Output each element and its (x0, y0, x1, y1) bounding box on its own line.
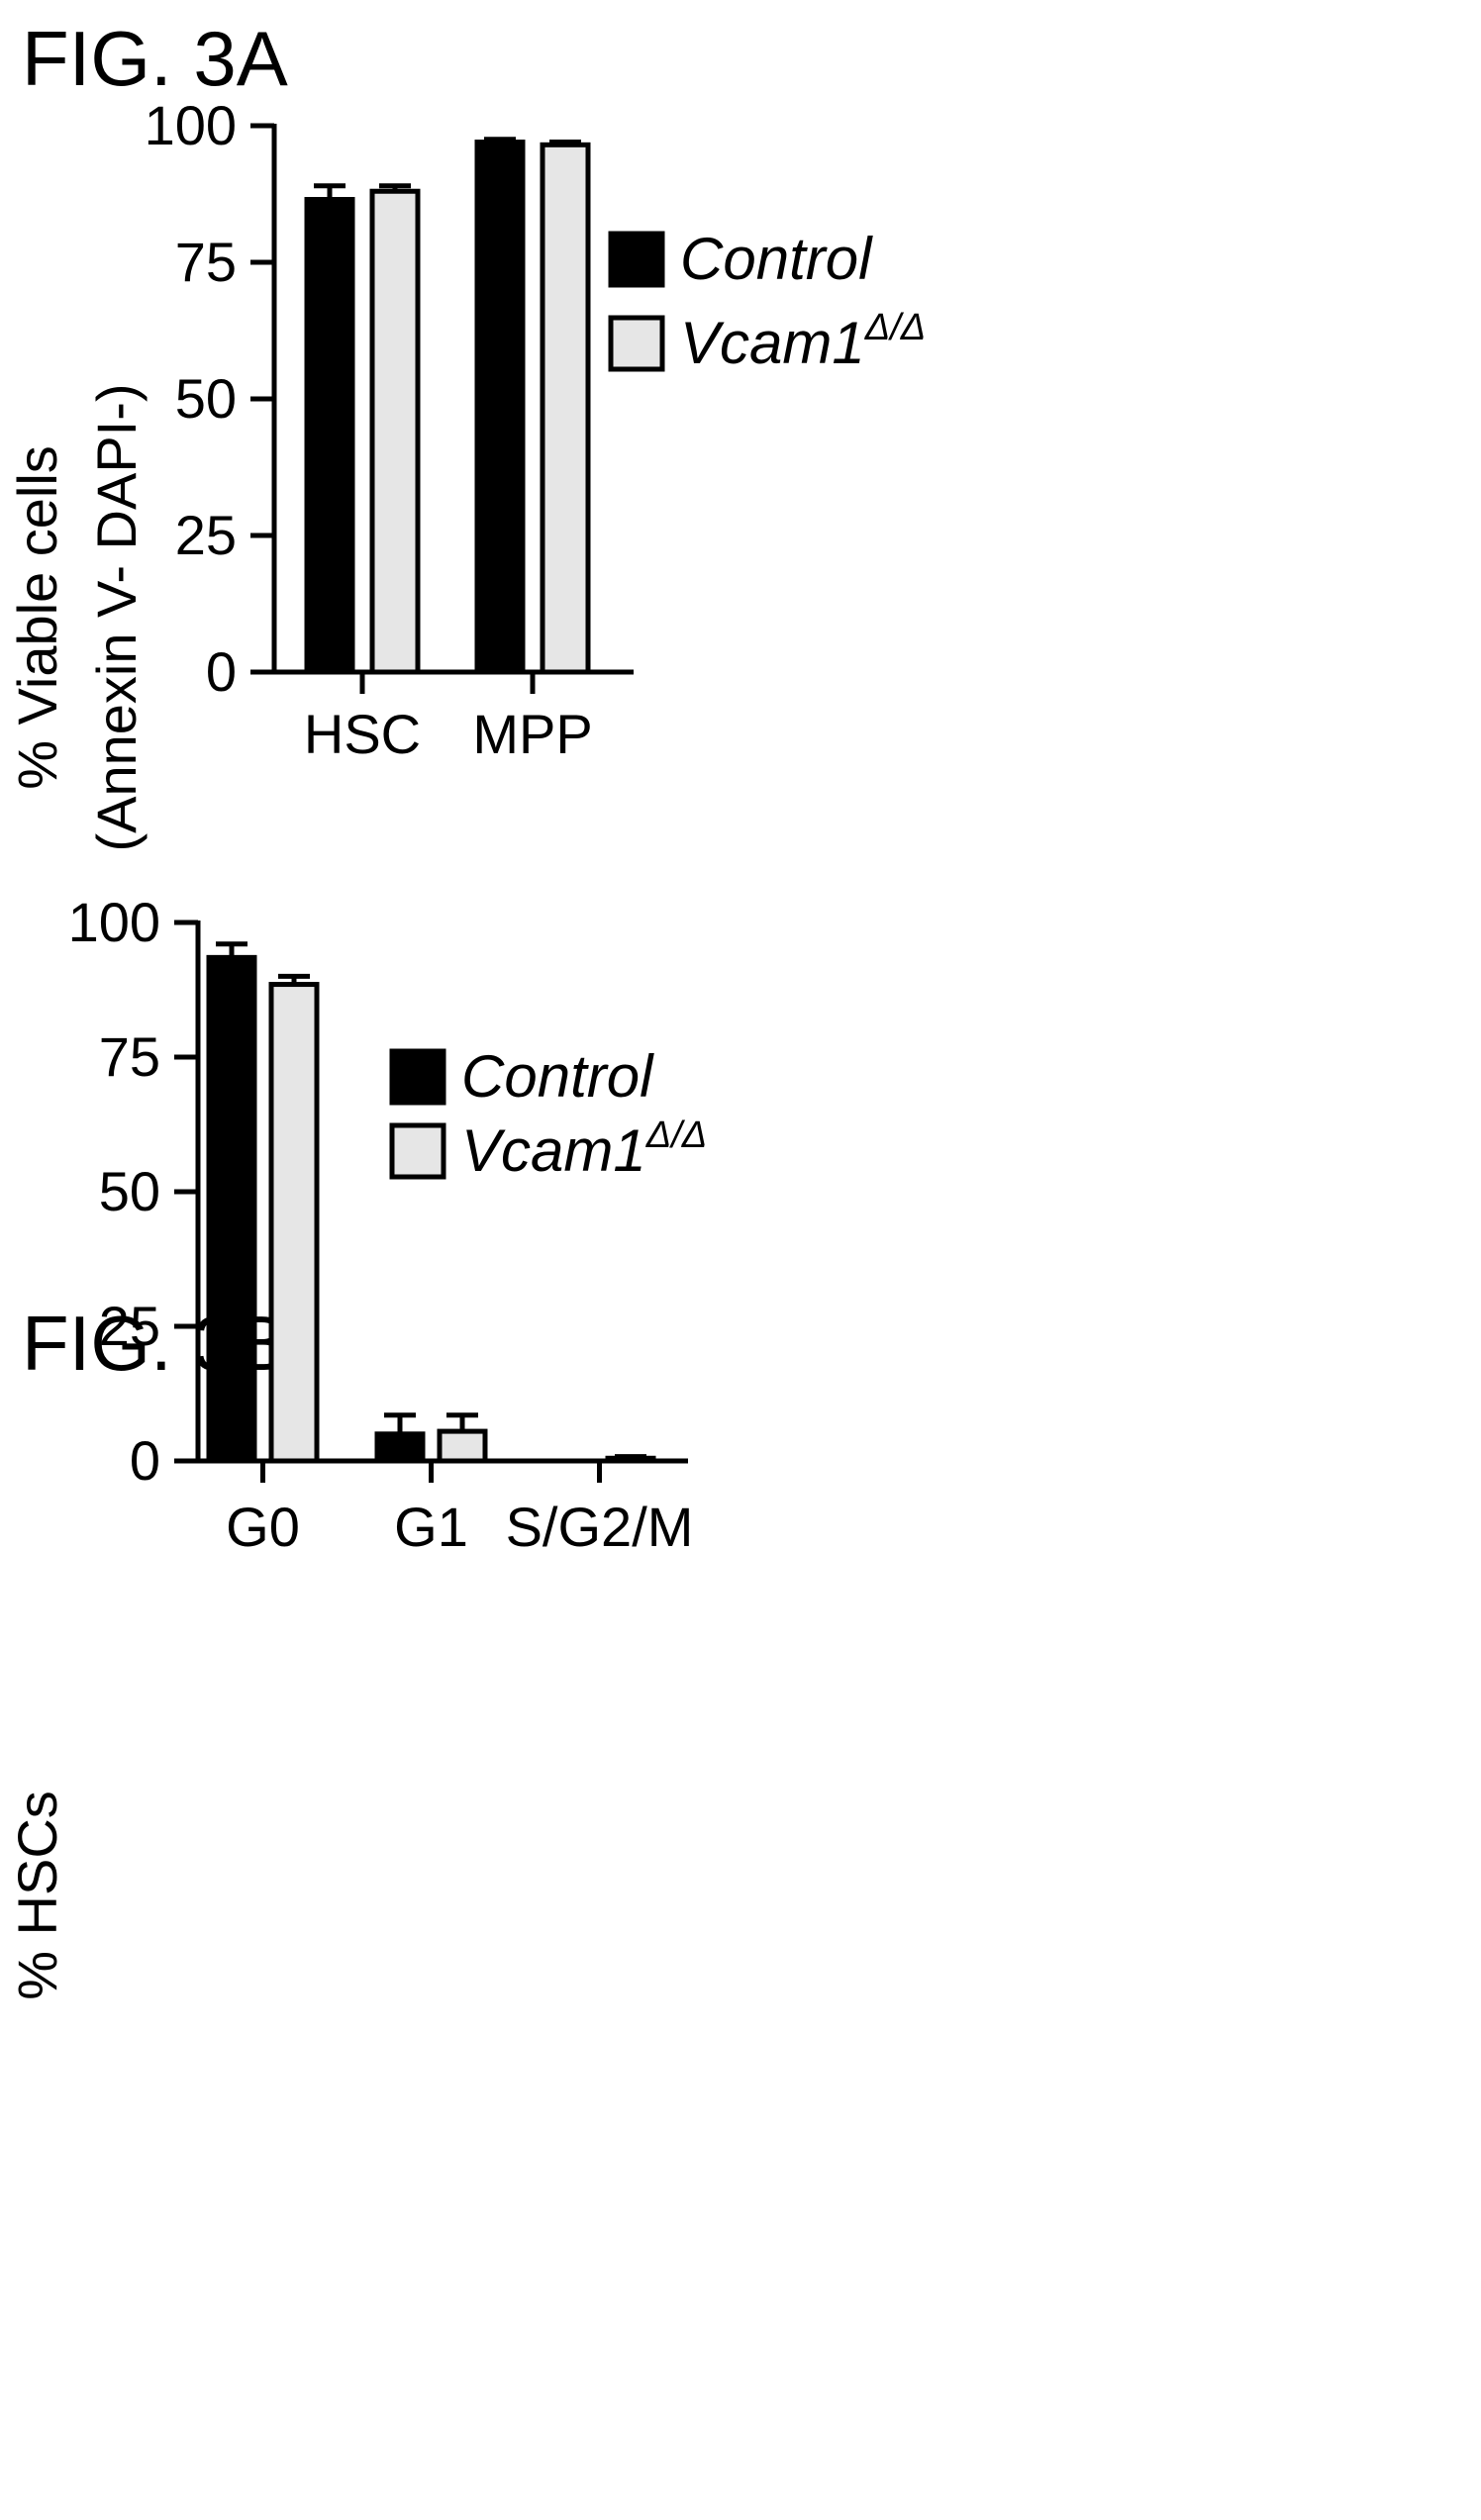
bar-vcam1-s-g2-m (605, 1455, 656, 1464)
y-axis-label: % HSCs (6, 1791, 68, 2000)
bar-control-g0 (206, 954, 257, 1464)
legend-label: Control (461, 1043, 654, 1110)
bar-vcam1-hsc (369, 188, 421, 675)
y-axis-label-line1: % Viable cells (6, 445, 68, 790)
bar-control-hsc (304, 197, 355, 675)
x-category-label: MPP (472, 703, 592, 765)
legend-swatch (608, 315, 665, 372)
y-tick-label: 25 (99, 1295, 160, 1357)
x-category-label: G0 (226, 1496, 300, 1558)
legend-label: Control (680, 226, 873, 292)
bar-vcam1-mpp (540, 142, 591, 675)
y-tick-label: 0 (130, 1429, 160, 1492)
y-tick-label: 100 (68, 891, 160, 953)
legend-label: Vcam1Δ/Δ (461, 1115, 707, 1184)
y-axis-label-line1: % HSCs (6, 1791, 68, 2000)
y-tick-label: 50 (175, 367, 237, 430)
bar-vcam1-g0 (268, 982, 320, 1464)
bar-vcam1-g1 (437, 1428, 488, 1464)
legend-swatch (608, 231, 665, 288)
y-tick-label: 50 (99, 1160, 160, 1222)
x-category-label: G1 (394, 1496, 468, 1558)
legend-swatch (389, 1122, 446, 1180)
figure-3a-title: FIG. 3A (22, 15, 288, 102)
y-tick-label: 75 (99, 1025, 160, 1088)
y-axis-label: % Viable cells (Annexin V- DAPI-) (6, 383, 148, 851)
x-category-label: S/G2/M (506, 1496, 694, 1558)
y-tick-label: 25 (175, 504, 237, 566)
y-tick-label: 100 (145, 94, 237, 156)
bar-control-mpp (474, 140, 526, 675)
y-axis-label-line2: (Annexin V- DAPI-) (85, 383, 148, 851)
legend-label-superscript: Δ/Δ (864, 307, 927, 348)
legend-swatch (389, 1048, 446, 1106)
y-tick-label: 75 (175, 231, 237, 293)
y-tick-label: 0 (206, 640, 237, 703)
x-category-label: HSC (304, 703, 421, 765)
bar-control-g1 (374, 1431, 426, 1464)
chart-3a: % Viable cells (Annexin V- DAPI-) 0 25 50 7… (6, 94, 927, 852)
legend-label-superscript: Δ/Δ (645, 1115, 708, 1156)
